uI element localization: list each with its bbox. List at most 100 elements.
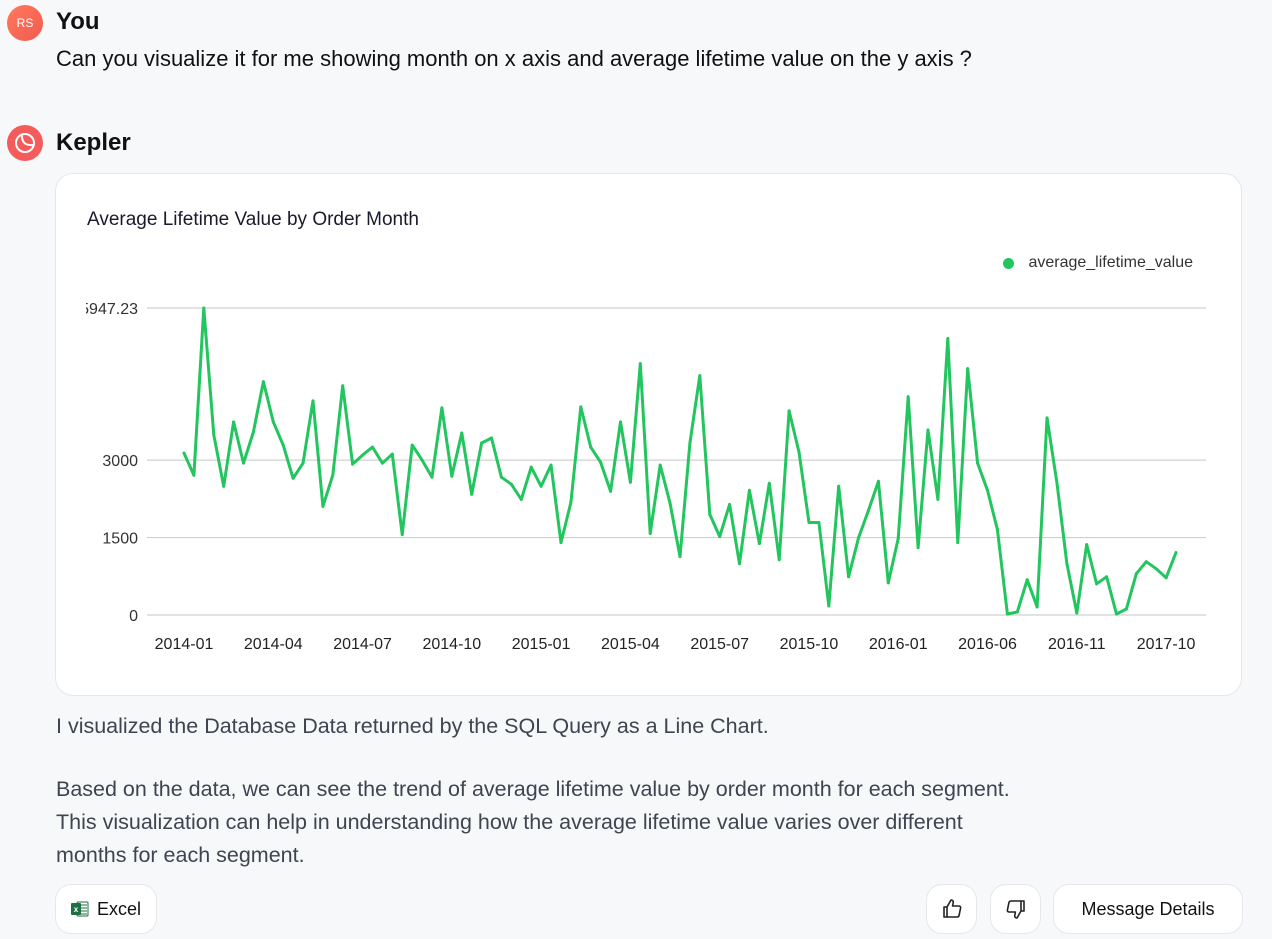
data-point[interactable] xyxy=(1005,612,1009,616)
data-point[interactable] xyxy=(420,458,424,462)
data-point[interactable] xyxy=(321,504,325,508)
data-point[interactable] xyxy=(390,452,394,456)
data-point[interactable] xyxy=(1144,560,1148,564)
data-point[interactable] xyxy=(609,489,613,493)
data-point[interactable] xyxy=(866,508,870,512)
data-point[interactable] xyxy=(242,461,246,465)
data-point[interactable] xyxy=(757,542,761,546)
data-point[interactable] xyxy=(490,436,494,440)
thumbs-up-button[interactable] xyxy=(926,884,977,934)
data-point[interactable] xyxy=(202,306,206,310)
data-point[interactable] xyxy=(341,384,345,388)
data-point[interactable] xyxy=(618,420,622,424)
data-point[interactable] xyxy=(311,399,315,403)
data-point[interactable] xyxy=(906,395,910,399)
data-point[interactable] xyxy=(1035,605,1039,609)
data-point[interactable] xyxy=(728,502,732,506)
data-point[interactable] xyxy=(1085,543,1089,547)
data-point[interactable] xyxy=(926,428,930,432)
data-point[interactable] xyxy=(1105,575,1109,579)
data-point[interactable] xyxy=(936,497,940,501)
data-point[interactable] xyxy=(232,420,236,424)
data-point[interactable] xyxy=(370,445,374,449)
data-point[interactable] xyxy=(956,541,960,545)
data-point[interactable] xyxy=(261,380,265,384)
data-point[interactable] xyxy=(688,441,692,445)
data-point[interactable] xyxy=(658,463,662,467)
data-point[interactable] xyxy=(291,476,295,480)
data-point[interactable] xyxy=(351,462,355,466)
data-point[interactable] xyxy=(708,512,712,516)
data-point[interactable] xyxy=(361,453,365,457)
data-point[interactable] xyxy=(777,558,781,562)
data-point[interactable] xyxy=(1075,611,1079,615)
data-point[interactable] xyxy=(1154,567,1158,571)
data-point[interactable] xyxy=(579,405,583,409)
data-point[interactable] xyxy=(589,445,593,449)
data-point[interactable] xyxy=(827,604,831,608)
data-point[interactable] xyxy=(1025,578,1029,582)
data-point[interactable] xyxy=(767,481,771,485)
data-point[interactable] xyxy=(1015,610,1019,614)
data-point[interactable] xyxy=(1045,416,1049,420)
data-point[interactable] xyxy=(628,480,632,484)
data-point[interactable] xyxy=(331,473,335,477)
data-point[interactable] xyxy=(986,488,990,492)
data-point[interactable] xyxy=(847,575,851,579)
data-point[interactable] xyxy=(797,450,801,454)
data-point[interactable] xyxy=(559,541,563,545)
data-point[interactable] xyxy=(966,367,970,371)
data-point[interactable] xyxy=(440,406,444,410)
data-point[interactable] xyxy=(1124,607,1128,611)
data-point[interactable] xyxy=(222,484,226,488)
data-point[interactable] xyxy=(1114,612,1118,616)
data-point[interactable] xyxy=(995,528,999,532)
data-point[interactable] xyxy=(1095,582,1099,586)
data-point[interactable] xyxy=(410,443,414,447)
data-point[interactable] xyxy=(192,473,196,477)
data-point[interactable] xyxy=(450,474,454,478)
data-point[interactable] xyxy=(946,336,950,340)
data-point[interactable] xyxy=(896,537,900,541)
data-point[interactable] xyxy=(400,533,404,537)
data-point[interactable] xyxy=(509,482,513,486)
data-point[interactable] xyxy=(430,475,434,479)
data-point[interactable] xyxy=(1174,551,1178,555)
data-point[interactable] xyxy=(569,500,573,504)
data-point[interactable] xyxy=(499,475,503,479)
data-point[interactable] xyxy=(807,520,811,524)
data-point[interactable] xyxy=(678,555,682,559)
data-point[interactable] xyxy=(876,479,880,483)
data-point[interactable] xyxy=(281,443,285,447)
data-point[interactable] xyxy=(916,546,920,550)
thumbs-down-button[interactable] xyxy=(990,884,1041,934)
data-point[interactable] xyxy=(460,431,464,435)
data-point[interactable] xyxy=(539,484,543,488)
data-point[interactable] xyxy=(648,532,652,536)
data-point[interactable] xyxy=(301,461,305,465)
data-point[interactable] xyxy=(638,362,642,366)
data-point[interactable] xyxy=(718,535,722,539)
data-point[interactable] xyxy=(837,484,841,488)
data-point[interactable] xyxy=(787,409,791,413)
data-point[interactable] xyxy=(1134,572,1138,576)
data-point[interactable] xyxy=(1164,576,1168,580)
data-point[interactable] xyxy=(1055,481,1059,485)
data-point[interactable] xyxy=(251,430,255,434)
data-point[interactable] xyxy=(668,501,672,505)
data-point[interactable] xyxy=(886,581,890,585)
data-point[interactable] xyxy=(599,460,603,464)
data-point[interactable] xyxy=(817,520,821,524)
message-details-button[interactable]: Message Details xyxy=(1053,884,1243,934)
data-point[interactable] xyxy=(480,441,484,445)
data-point[interactable] xyxy=(738,562,742,566)
data-point[interactable] xyxy=(470,492,474,496)
data-point[interactable] xyxy=(182,451,186,455)
excel-export-button[interactable]: x Excel xyxy=(55,884,157,934)
data-point[interactable] xyxy=(549,463,553,467)
chart-legend[interactable]: average_lifetime_value xyxy=(1003,254,1193,272)
data-point[interactable] xyxy=(698,374,702,378)
data-point[interactable] xyxy=(857,536,861,540)
data-point[interactable] xyxy=(976,461,980,465)
data-point[interactable] xyxy=(212,433,216,437)
